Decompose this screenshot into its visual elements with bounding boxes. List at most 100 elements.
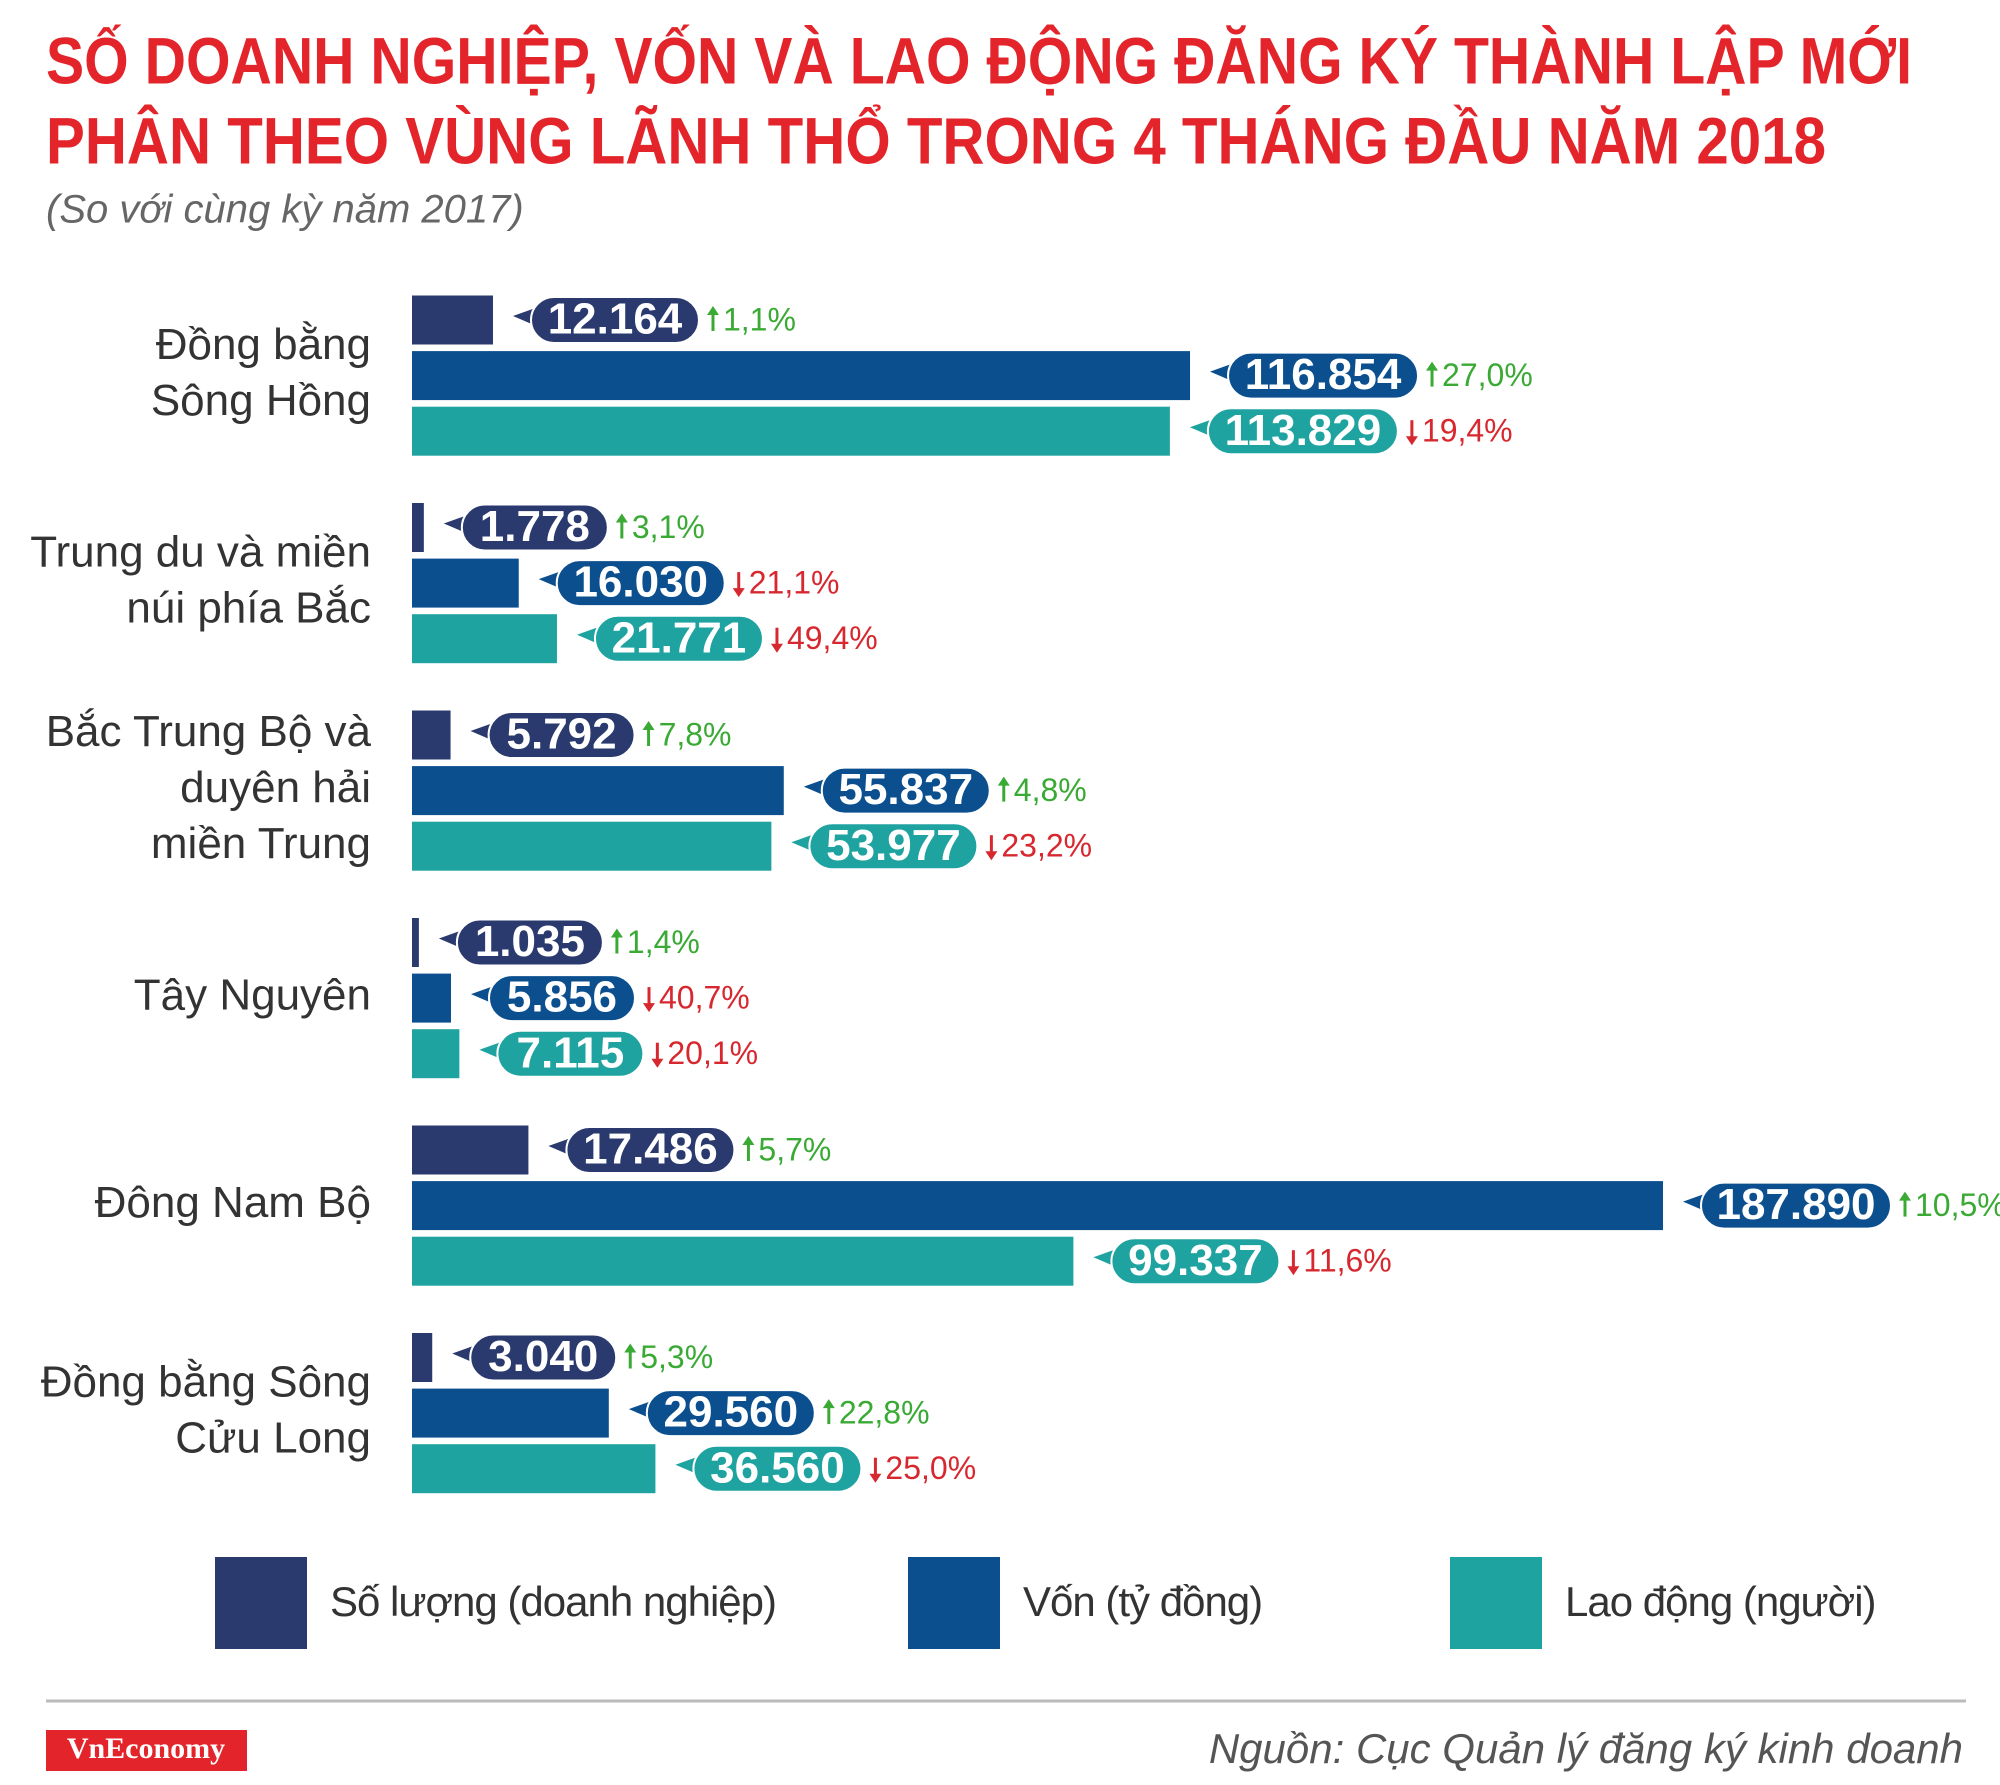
category-label: Trung du và miền <box>30 528 371 577</box>
change-arrow-head <box>615 513 628 523</box>
change-label: 7,8% <box>659 716 732 752</box>
label-bubble <box>808 822 979 871</box>
bar <box>412 614 557 664</box>
change-arrow-head <box>732 588 745 598</box>
label-bubble <box>593 614 764 663</box>
bar <box>412 558 519 608</box>
value-label: 113.829 <box>1225 406 1382 455</box>
value-label: 12.164 <box>548 295 683 344</box>
change-label: 49,4% <box>787 620 878 656</box>
value-label: 21.771 <box>612 613 747 662</box>
legend-label: Lao động (người) <box>1565 1578 1876 1625</box>
label-bubble <box>460 503 609 552</box>
label-bubble <box>565 1126 736 1174</box>
bar <box>412 918 419 967</box>
change-label: 1,4% <box>627 924 700 960</box>
change-label: 5,7% <box>758 1131 831 1167</box>
legend-swatch <box>908 1557 1000 1649</box>
change-label: 4,8% <box>1014 772 1087 808</box>
value-label: 1.035 <box>475 917 585 966</box>
bar <box>412 710 451 760</box>
bar <box>412 1444 656 1494</box>
legend-label: Vốn (tỷ đồng) <box>1023 1578 1262 1625</box>
legend-swatch <box>215 1557 307 1649</box>
change-label: 22,8% <box>839 1395 930 1431</box>
bar <box>412 973 451 1023</box>
bar <box>412 295 493 345</box>
bar <box>412 821 772 871</box>
change-arrow-head <box>770 643 783 653</box>
change-label: 40,7% <box>659 980 750 1016</box>
change-label: 27,0% <box>1442 357 1533 393</box>
category-label: miền Trung <box>151 819 371 868</box>
value-label: 29.560 <box>664 1388 799 1437</box>
bar <box>412 766 784 816</box>
bar <box>412 1029 460 1079</box>
change-arrow-head <box>1287 1266 1300 1276</box>
label-bubble <box>469 1333 618 1382</box>
category-label: Đồng bằng Sông <box>41 1358 371 1407</box>
change-arrow-head <box>985 851 998 861</box>
value-label: 16.030 <box>573 558 708 607</box>
category-label: Đồng bằng <box>156 320 371 369</box>
category-label: Bắc Trung Bộ và <box>46 707 372 756</box>
change-label: 3,1% <box>632 509 705 545</box>
change-label: 25,0% <box>885 1450 976 1486</box>
label-bubble <box>1110 1237 1281 1286</box>
category-label: Tây Nguyên <box>134 971 371 1020</box>
subtitle: (So với cùng kỳ năm 2017) <box>46 188 524 232</box>
label-bubble <box>820 766 991 815</box>
value-label: 17.486 <box>583 1125 718 1174</box>
label-bubble <box>555 559 726 608</box>
value-label: 36.560 <box>710 1443 845 1492</box>
bar <box>412 503 424 552</box>
change-arrow-head <box>822 1399 835 1409</box>
value-label: 116.854 <box>1245 350 1402 399</box>
label-bubble <box>487 711 636 759</box>
change-arrow-head <box>610 928 623 938</box>
bar <box>412 1333 433 1382</box>
category-label: duyên hải <box>180 763 371 812</box>
change-arrow-head <box>869 1473 882 1483</box>
change-arrow-head <box>642 1003 655 1013</box>
label-bubble <box>496 1029 645 1078</box>
value-label: 3.040 <box>488 1332 598 1381</box>
category-label: Cửu Long <box>175 1414 371 1463</box>
source: Nguồn: Cục Quản lý đăng ký kinh doanh <box>1209 1725 1963 1772</box>
bar <box>412 351 1191 401</box>
chart-title: SỐ DOANH NGHIỆP, VỐN VÀ LAO ĐỘNG ĐĂNG KÝ… <box>46 23 1912 97</box>
bar <box>412 406 1170 456</box>
value-label: 55.837 <box>838 765 973 814</box>
change-arrow-head <box>651 1058 664 1068</box>
brand-logo <box>46 1730 247 1771</box>
change-label: 20,1% <box>667 1035 758 1071</box>
label-bubble <box>1700 1181 1892 1230</box>
value-label: 53.977 <box>826 821 961 870</box>
bar <box>412 1181 1663 1231</box>
brand-text: VnEconomy <box>67 1732 225 1765</box>
label-bubble <box>645 1389 816 1438</box>
bar <box>412 1125 529 1175</box>
change-label: 21,1% <box>749 565 840 601</box>
label-bubble <box>1206 407 1399 456</box>
change-arrow-head <box>624 1343 637 1353</box>
change-label: 10,5% <box>1915 1187 2000 1223</box>
value-label: 99.337 <box>1128 1236 1263 1285</box>
value-label: 7.115 <box>517 1028 625 1077</box>
change-label: 5,3% <box>640 1339 713 1375</box>
change-arrow-head <box>997 776 1010 786</box>
change-label: 23,2% <box>1001 828 1092 864</box>
legend-label: Số lượng (doanh nghiệp) <box>330 1578 776 1625</box>
change-arrow-head <box>642 721 655 730</box>
label-bubble <box>487 974 636 1023</box>
category-label: núi phía Bắc <box>126 584 371 633</box>
change-label: 11,6% <box>1303 1243 1391 1279</box>
category-label: Đông Nam Bộ <box>95 1178 371 1227</box>
label-bubble <box>1227 351 1420 400</box>
value-label: 1.778 <box>480 502 590 551</box>
bar <box>412 1388 609 1438</box>
change-arrow-head <box>1899 1191 1911 1201</box>
change-arrow-head <box>742 1136 755 1145</box>
